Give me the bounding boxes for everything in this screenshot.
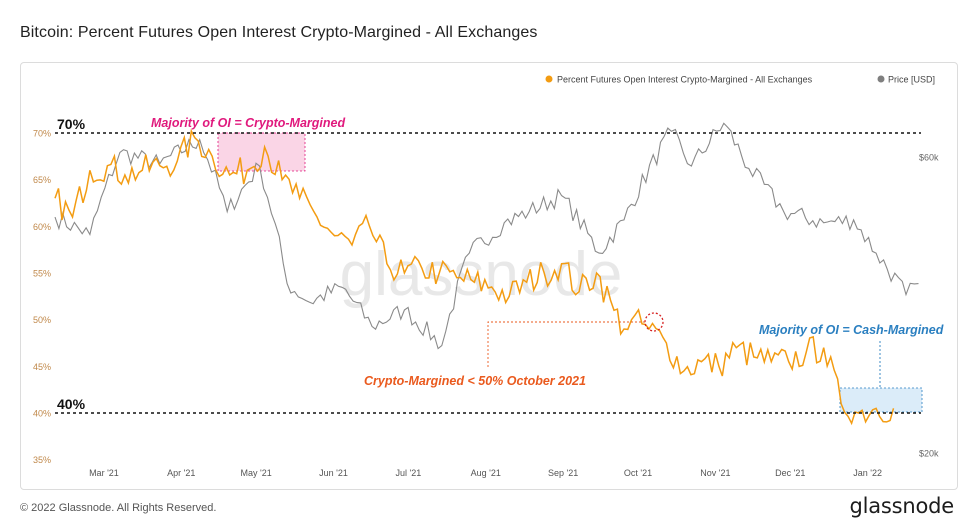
y-tick-label: 45% xyxy=(33,362,51,372)
y-tick-label: 65% xyxy=(33,175,51,185)
x-tick-label: Oct '21 xyxy=(624,468,652,478)
annotation-crossing: Crypto-Margined < 50% October 2021 xyxy=(364,374,586,388)
x-tick-label: Mar '21 xyxy=(89,468,119,478)
oi-line xyxy=(54,128,895,426)
annotation-crypto-majority: Majority of OI = Crypto-Margined xyxy=(151,116,345,130)
x-tick-label: May '21 xyxy=(241,468,272,478)
y2-tick-label: $20k xyxy=(919,449,939,459)
x-tick-label: Apr '21 xyxy=(167,468,195,478)
crossing-marker xyxy=(644,312,664,332)
y-tick-label: 70% xyxy=(33,129,51,139)
y-tick-label: 60% xyxy=(33,222,51,232)
brand-logo[interactable]: glassnode xyxy=(849,494,954,518)
price-line xyxy=(54,122,919,350)
y2-tick-label: $60k xyxy=(919,153,939,163)
x-tick-label: Jun '21 xyxy=(319,468,348,478)
x-tick-label: Jul '21 xyxy=(396,468,422,478)
x-tick-label: Aug '21 xyxy=(471,468,501,478)
axes: 35% 40% 45% 50% 55% 60% 65% 70% $20k $60k Mar '21 A… xyxy=(33,129,939,479)
watermark: glassnode xyxy=(340,240,623,309)
chart-card: glassnode Percent Futures Open Interest … xyxy=(20,62,958,490)
legend-oi-marker xyxy=(545,75,553,83)
y-tick-label: 50% xyxy=(33,315,51,325)
legend-price-marker xyxy=(877,75,885,83)
x-tick-label: Sep '21 xyxy=(548,468,578,478)
x-tick-label: Jan '22 xyxy=(853,468,882,478)
copyright: © 2022 Glassnode. All Rights Reserved. xyxy=(20,502,217,514)
chart-title: Bitcoin: Percent Futures Open Interest C… xyxy=(20,24,538,41)
reference-label-40: 40% xyxy=(57,396,86,412)
x-tick-label: Dec '21 xyxy=(775,468,805,478)
legend-oi-label[interactable]: Percent Futures Open Interest Crypto-Mar… xyxy=(557,75,813,85)
x-tick-label: Nov '21 xyxy=(700,468,730,478)
reference-label-70: 70% xyxy=(57,116,86,132)
price-series xyxy=(54,122,919,350)
cash-majority-box xyxy=(839,387,923,413)
y-tick-label: 55% xyxy=(33,269,51,279)
legend: Percent Futures Open Interest Crypto-Mar… xyxy=(545,75,935,85)
oi-series xyxy=(54,128,895,426)
crossing-leader xyxy=(487,321,645,369)
y-tick-label: 35% xyxy=(33,455,51,465)
legend-price-label[interactable]: Price [USD] xyxy=(888,75,935,85)
chart-svg: glassnode Percent Futures Open Interest … xyxy=(33,75,944,479)
annotation-cash-majority: Majority of OI = Cash-Margined xyxy=(759,323,944,337)
y-tick-label: 40% xyxy=(33,409,51,419)
